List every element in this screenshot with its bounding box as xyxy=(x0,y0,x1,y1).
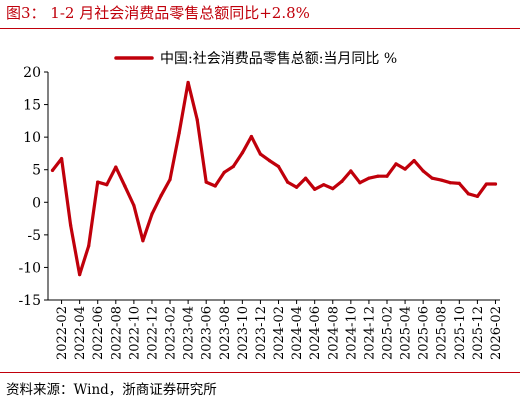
series-point xyxy=(421,169,425,173)
x-tick-label: 2025-10 xyxy=(453,306,468,360)
series-point xyxy=(50,168,55,172)
series-point xyxy=(87,244,91,248)
series-point xyxy=(204,180,208,184)
source-note: 资料来源：Wind，浙商证券研究所 xyxy=(6,382,217,398)
series-point xyxy=(123,184,127,188)
series-point xyxy=(412,158,416,163)
x-tick-label: 2025-06 xyxy=(417,306,432,360)
series-point xyxy=(484,182,489,186)
x-tick-label: 2025-08 xyxy=(435,306,450,360)
series-point xyxy=(304,176,308,180)
series-point xyxy=(430,176,434,180)
series-point xyxy=(403,167,407,171)
series-point xyxy=(195,117,199,122)
x-tick-label: 2023-02 xyxy=(164,306,179,360)
series-point xyxy=(367,176,371,180)
series-point xyxy=(285,180,290,184)
x-tick-label: 2022-10 xyxy=(127,306,142,360)
x-tick-label: 2023-10 xyxy=(236,306,251,360)
series-point xyxy=(231,164,235,169)
series-point xyxy=(59,157,64,161)
title-divider xyxy=(0,28,520,29)
y-tick-label: -10 xyxy=(18,260,41,276)
x-tick-label: 2026-02 xyxy=(489,306,504,360)
series-point xyxy=(249,134,253,139)
x-tick-label: 2024-04 xyxy=(290,306,305,360)
x-tick-label: 2023-06 xyxy=(200,306,215,360)
series-point xyxy=(105,183,109,187)
x-tick-label: 2025-12 xyxy=(471,306,486,360)
x-tick-label: 2023-04 xyxy=(182,306,197,360)
series-point xyxy=(394,162,398,166)
y-tick-label: 0 xyxy=(32,195,41,211)
series-point xyxy=(258,152,263,156)
x-tick-label: 2023-08 xyxy=(218,306,233,360)
y-axis-ticks: 20 15 10 5 0 -5 -10 -15 xyxy=(18,65,48,309)
y-tick-label: 10 xyxy=(23,130,41,146)
series-point xyxy=(168,177,172,182)
x-tick-label: 2024-08 xyxy=(326,306,341,360)
series-point xyxy=(466,192,470,196)
x-tick-label: 2022-04 xyxy=(73,306,88,360)
series-point xyxy=(150,212,154,216)
series-point xyxy=(96,180,100,184)
chart-legend: 中国:社会消费品零售总额:当月同比 % xyxy=(114,51,397,67)
series-point xyxy=(267,158,272,163)
series-point xyxy=(177,131,181,135)
x-tick-label: 2024-02 xyxy=(272,306,287,360)
series-point xyxy=(78,272,82,277)
chart-series xyxy=(50,80,498,277)
series-point xyxy=(276,164,281,169)
x-tick-label: 2025-04 xyxy=(399,306,414,360)
x-tick-label: 2022-12 xyxy=(145,306,160,360)
series-point xyxy=(457,181,461,185)
x-tick-label: 2025-02 xyxy=(381,306,396,360)
chart-axes xyxy=(47,72,500,301)
series-point xyxy=(475,194,479,199)
y-tick-label: -5 xyxy=(27,228,41,244)
x-tick-label: 2024-12 xyxy=(362,306,377,360)
series-point xyxy=(69,223,73,227)
series-point xyxy=(186,80,190,85)
series-point xyxy=(213,184,217,188)
legend-label: 中国:社会消费品零售总额:当月同比 % xyxy=(160,51,397,67)
series-point xyxy=(141,239,145,243)
series-point xyxy=(376,174,380,178)
y-tick-label: 5 xyxy=(32,163,41,179)
x-tick-label: 2023-12 xyxy=(254,306,269,360)
series-point xyxy=(159,194,163,198)
series-line xyxy=(50,80,498,277)
y-tick-label: -15 xyxy=(18,293,41,309)
y-tick-label: 20 xyxy=(23,65,41,81)
x-tick-label: 2022-02 xyxy=(55,306,70,360)
figure-title: 图3： 1-2 月社会消费品零售总额同比+2.8% xyxy=(6,4,310,22)
x-tick-label: 2022-06 xyxy=(91,306,106,360)
x-axis-ticks: 2022-02 2022-04 2022-06 2022-08 2022-10 2022-… xyxy=(55,300,504,360)
series-point xyxy=(222,170,226,174)
series-point xyxy=(114,165,118,169)
series-point xyxy=(240,151,244,155)
series-point xyxy=(493,182,498,186)
series-point xyxy=(313,187,317,191)
series-point xyxy=(448,181,452,185)
x-tick-label: 2022-08 xyxy=(109,306,124,360)
x-tick-label: 2024-06 xyxy=(308,306,323,360)
series-point xyxy=(132,203,136,208)
series-point xyxy=(385,174,389,178)
x-tick-label: 2024-10 xyxy=(344,306,359,360)
series-point xyxy=(358,181,362,185)
y-tick-label: 15 xyxy=(23,98,41,114)
series-point xyxy=(349,169,353,173)
series-point xyxy=(439,178,443,182)
series-point xyxy=(331,187,335,191)
series-point xyxy=(322,183,326,187)
footer-divider xyxy=(0,372,520,373)
series-point xyxy=(295,185,299,189)
series-point xyxy=(340,179,344,184)
